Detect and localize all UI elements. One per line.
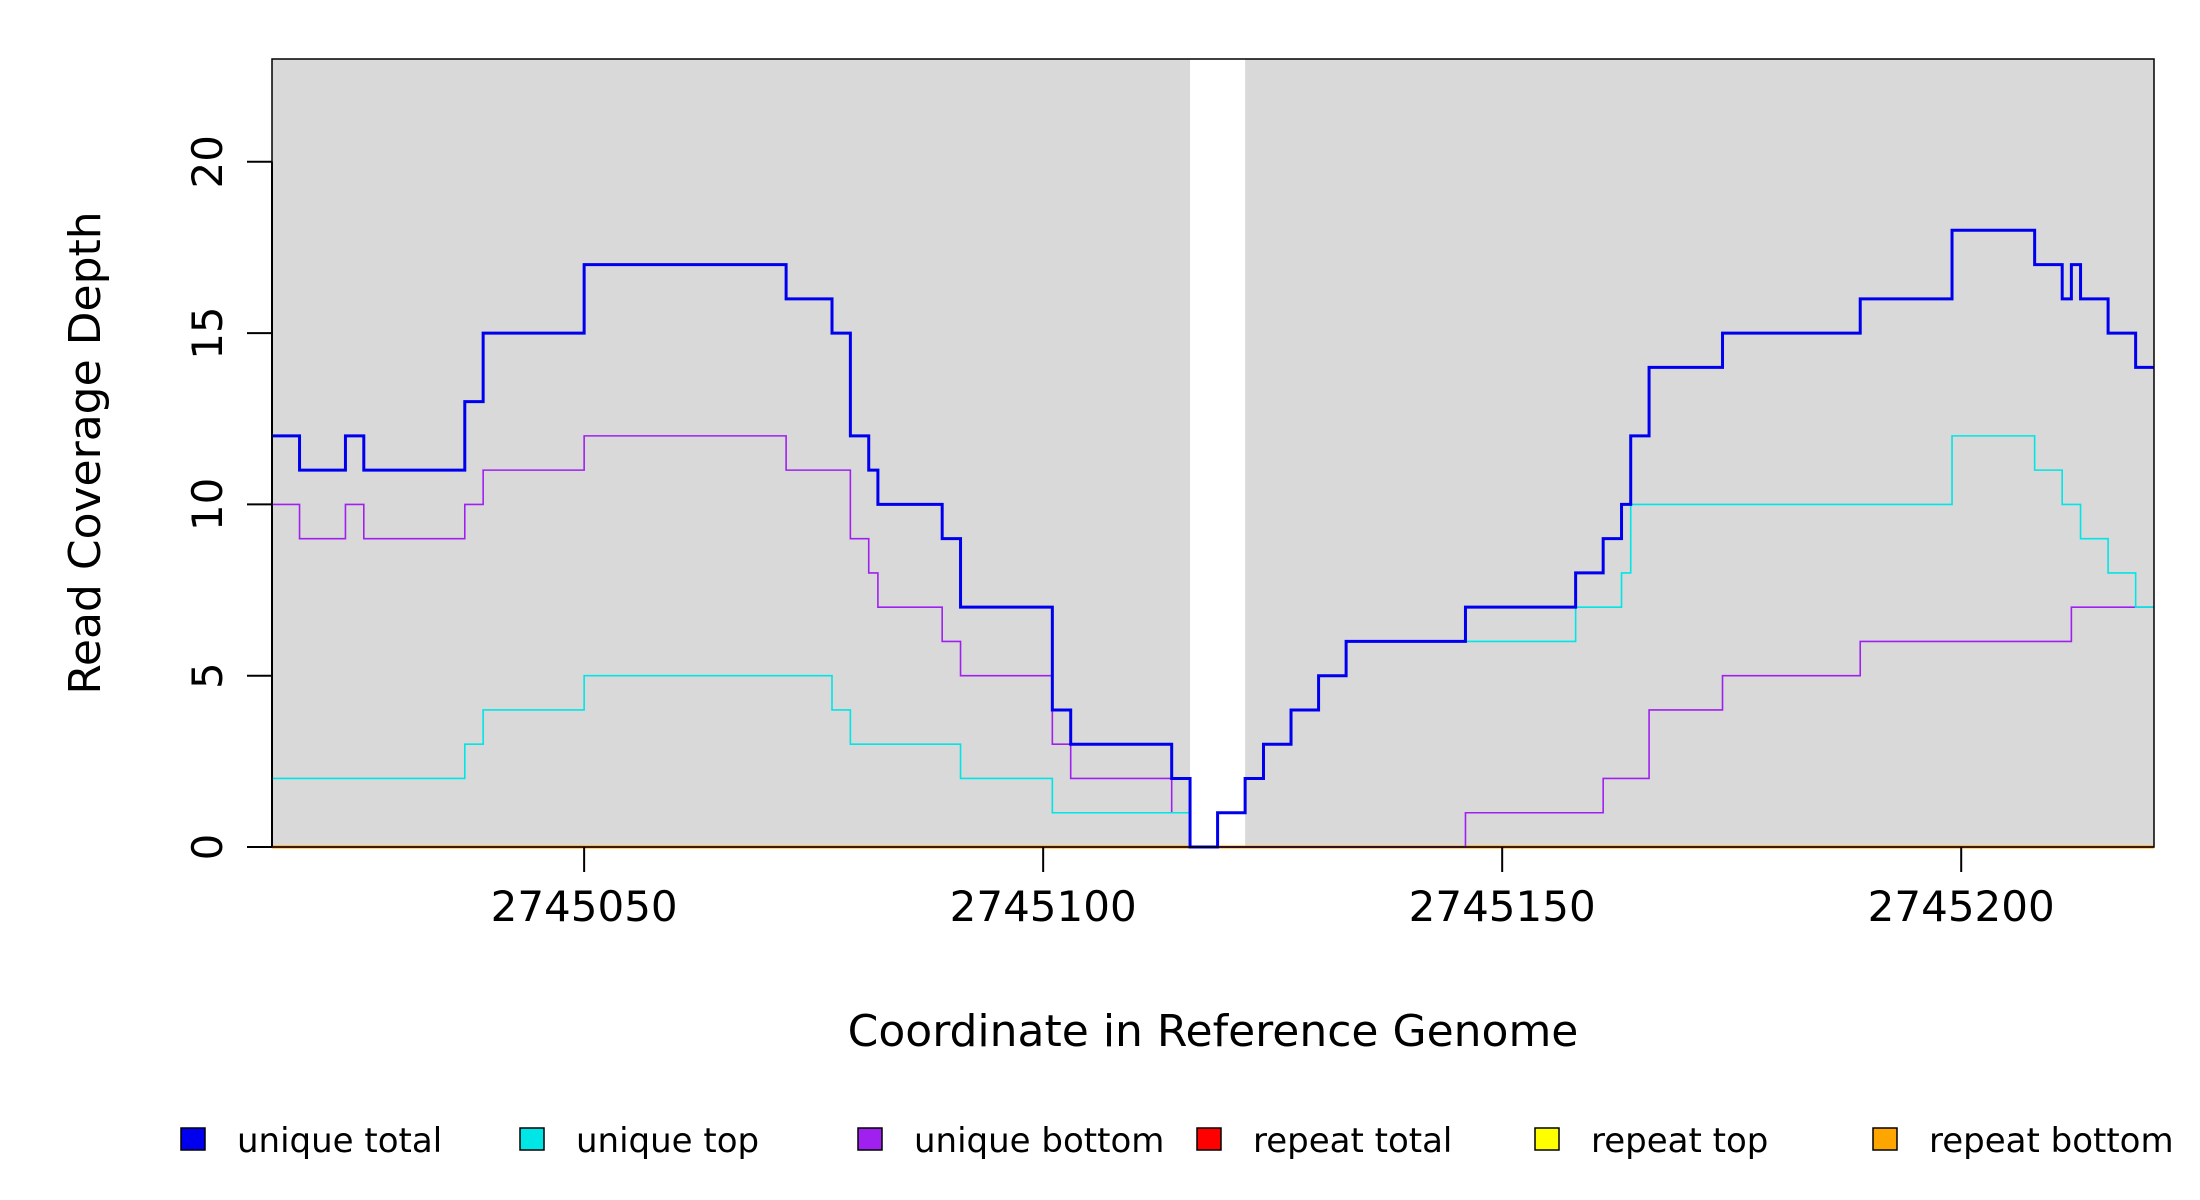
series-line-unique-total [272, 228, 2154, 849]
legend-swatch-repeat-bottom [1872, 1127, 1898, 1151]
x-tick-label: 2745050 [491, 882, 678, 931]
y-axis: 0 5 10 15 20 [183, 135, 273, 861]
y-tick-label: 20 [183, 135, 232, 188]
x-tick-label: 2745150 [1409, 882, 1596, 931]
legend-swatch-repeat-total [1196, 1127, 1222, 1151]
legend-label: unique bottom [914, 1121, 1164, 1161]
plot-region [271, 58, 2155, 849]
legend-swatch-unique-bottom [857, 1127, 883, 1151]
y-tick-label: 10 [183, 478, 232, 531]
legend-label: repeat bottom [1929, 1121, 2174, 1161]
gap-region [1190, 59, 1246, 847]
x-tick-label: 2745200 [1868, 882, 2055, 931]
y-axis-label: Read Coverage Depth [60, 211, 111, 694]
x-tick-label: 2745100 [950, 882, 1137, 931]
y-tick-label: 15 [183, 306, 232, 359]
legend-label: unique total [237, 1121, 442, 1161]
y-tick-label: 0 [183, 834, 232, 861]
legend: unique total unique top unique bottom repea… [180, 1121, 2174, 1161]
legend-swatch-repeat-top [1534, 1127, 1560, 1151]
x-axis-label: Coordinate in Reference Genome [848, 1006, 1579, 1057]
x-axis: 2745050 2745100 2745150 2745200 [491, 847, 2055, 931]
y-tick-label: 5 [183, 662, 232, 689]
legend-swatch-unique-top [519, 1127, 545, 1151]
legend-label: repeat top [1591, 1121, 1768, 1161]
legend-label: repeat total [1253, 1121, 1452, 1161]
legend-swatch-unique-total [180, 1127, 206, 1151]
series-line-unique-bottom [272, 435, 2154, 848]
legend-label: unique top [576, 1121, 759, 1161]
